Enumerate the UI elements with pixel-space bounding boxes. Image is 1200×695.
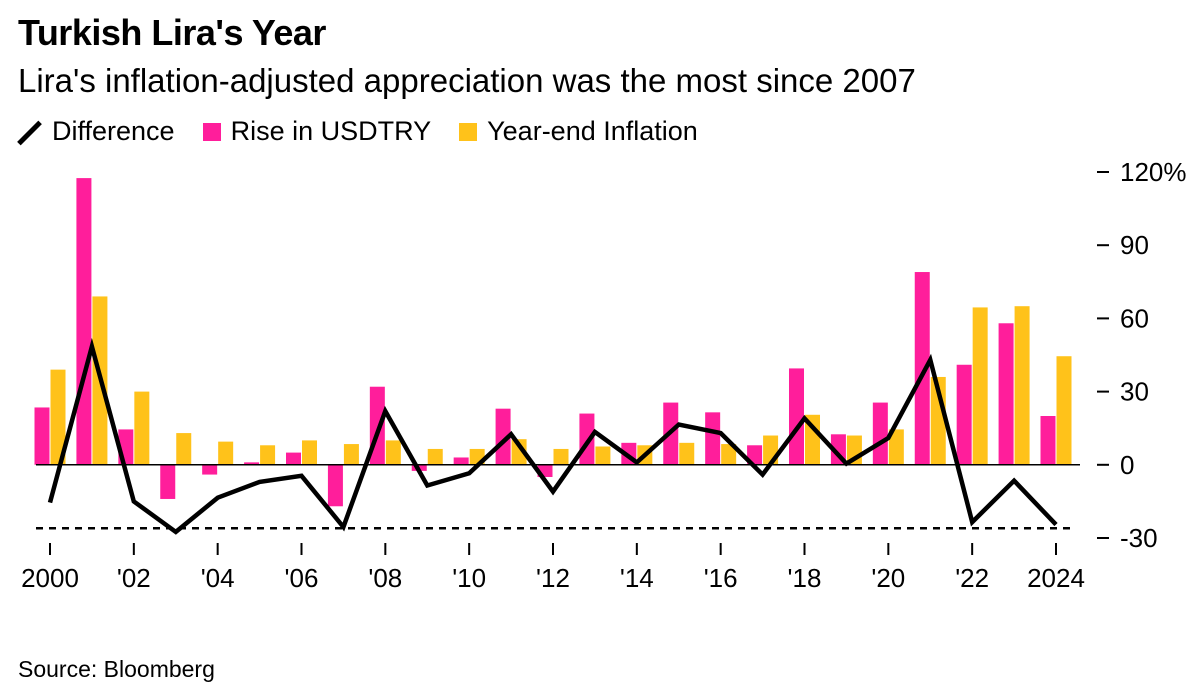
bar-usdtry: [914, 272, 930, 465]
y-tick-label: 90: [1120, 230, 1149, 260]
bar-usdtry: [495, 408, 511, 465]
y-tick-label: 30: [1120, 377, 1149, 407]
bar-inflation: [343, 444, 359, 465]
y-tick-label: -30: [1120, 523, 1158, 553]
bar-usdtry: [956, 364, 972, 465]
yellow-swatch-icon: [459, 122, 478, 141]
legend-label-difference: Difference: [52, 116, 175, 146]
bar-inflation: [385, 440, 401, 465]
source-note: Source: Bloomberg: [18, 656, 215, 682]
bar-inflation: [260, 445, 276, 465]
y-tick-label: 60: [1120, 303, 1149, 333]
legend-item-difference: Difference: [18, 116, 175, 147]
chart-title: Turkish Lira's Year: [18, 12, 326, 53]
bar-inflation: [50, 369, 66, 465]
x-tick-label: 2024: [1027, 563, 1085, 593]
chart-subtitle: Lira's inflation-adjusted appreciation w…: [18, 62, 916, 99]
x-tick-label: '12: [536, 563, 570, 593]
x-tick-label: '16: [704, 563, 738, 593]
x-tick-label: 2000: [21, 563, 79, 593]
bar-usdtry: [789, 368, 804, 465]
bar-usdtry: [1040, 416, 1056, 465]
pink-swatch-icon: [202, 122, 221, 141]
bar-usdtry: [286, 452, 301, 465]
x-tick-label: '10: [452, 563, 486, 593]
bar-usdtry: [453, 457, 469, 465]
bar-inflation: [1014, 306, 1030, 465]
bar-usdtry: [202, 464, 218, 475]
bar-usdtry: [244, 462, 260, 465]
difference-line: [47, 337, 1058, 535]
bar-inflation: [176, 433, 192, 465]
bar-usdtry: [705, 412, 721, 465]
legend: Difference Rise in USDTRY Year-end Infla…: [18, 116, 726, 147]
x-tick-label: '20: [871, 563, 905, 593]
y-tick-label: 0: [1120, 450, 1134, 480]
bar-usdtry: [160, 464, 176, 499]
bar-inflation: [511, 439, 527, 465]
bar-usdtry: [76, 178, 92, 465]
bar-inflation: [218, 441, 234, 465]
bar-inflation: [1056, 356, 1072, 465]
bar-inflation: [427, 448, 443, 465]
bar-inflation: [134, 391, 150, 465]
x-tick-label: '04: [201, 563, 235, 593]
bar-inflation: [553, 448, 569, 465]
bar-inflation: [721, 444, 737, 465]
legend-label-inflation: Year-end Inflation: [487, 116, 698, 146]
bar-usdtry: [998, 323, 1014, 465]
bar-usdtry: [34, 407, 50, 465]
legend-label-usdtry: Rise in USDTRY: [230, 116, 432, 146]
x-tick-label: '08: [368, 563, 402, 593]
bar-inflation: [679, 442, 695, 465]
bar-inflation: [805, 414, 820, 465]
bar-usdtry: [327, 464, 343, 507]
bar-inflation: [888, 429, 904, 465]
bar-inflation: [302, 440, 317, 465]
bar-usdtry: [872, 402, 888, 465]
bar-inflation: [595, 446, 611, 465]
x-tick-label: '22: [955, 563, 989, 593]
x-tick-label: '02: [117, 563, 151, 593]
y-tick-label: 120%: [1120, 157, 1187, 187]
x-tick-label: '14: [620, 563, 654, 593]
x-tick-label: '18: [788, 563, 822, 593]
legend-item-usdtry: Rise in USDTRY: [202, 116, 432, 147]
bar-inflation: [972, 307, 988, 465]
x-tick-label: '06: [285, 563, 319, 593]
legend-item-inflation: Year-end Inflation: [459, 116, 698, 147]
